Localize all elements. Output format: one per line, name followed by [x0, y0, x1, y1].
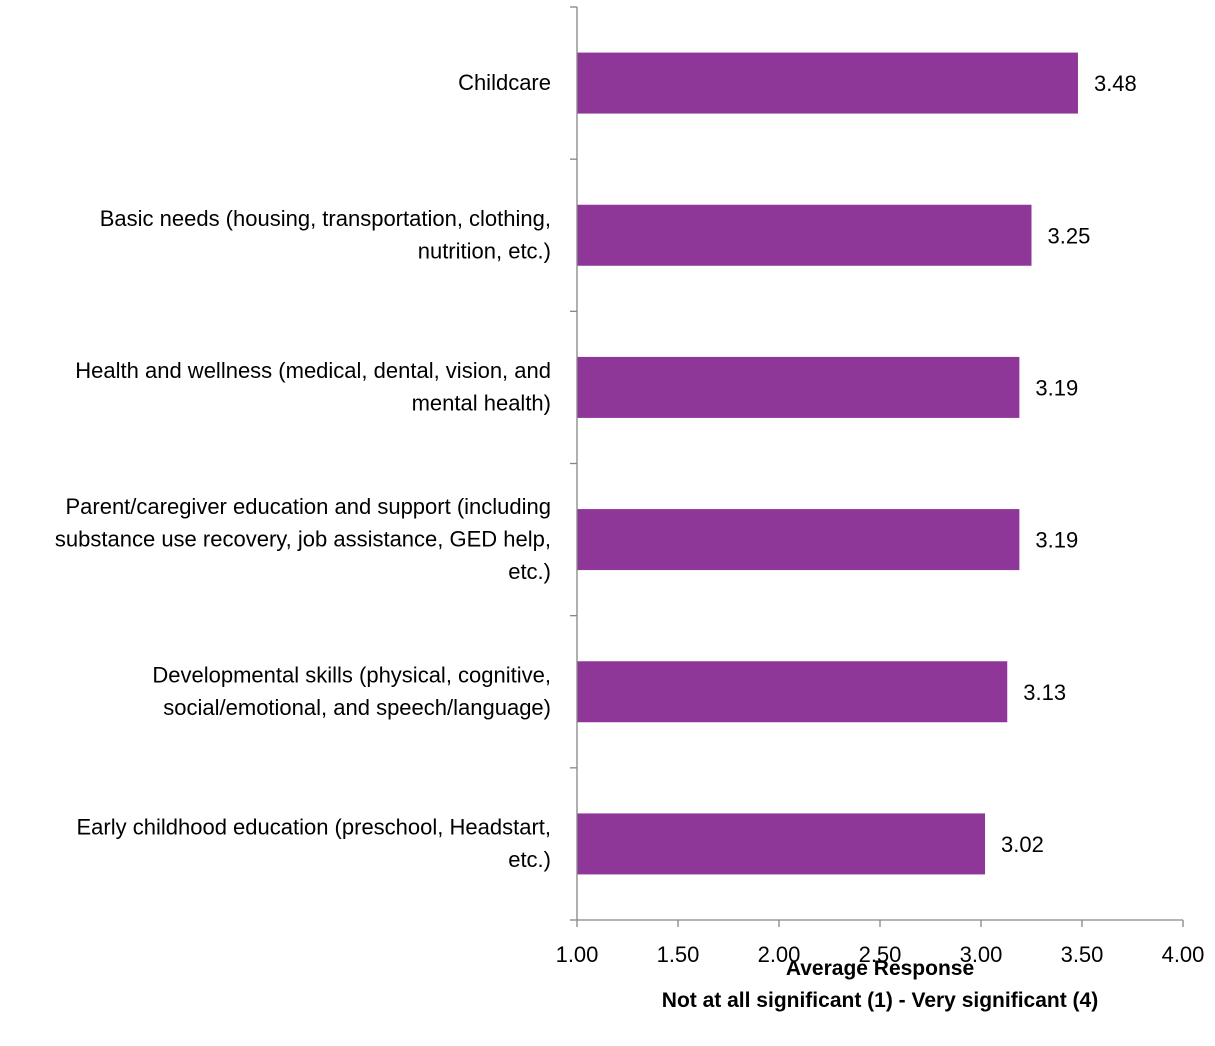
category-label: etc.) [508, 559, 551, 584]
category-label: Developmental skills (physical, cognitiv… [152, 663, 551, 688]
bar [577, 356, 1020, 418]
x-tick-label: 2.00 [758, 942, 801, 967]
category-label: Early childhood education (preschool, He… [77, 815, 552, 840]
data-label: 3.13 [1023, 680, 1066, 705]
x-tick-label: 3.50 [1061, 942, 1104, 967]
data-label: 3.19 [1035, 375, 1078, 400]
labels-layer: 1.00 1.50 2.00 2.50 3.00 3.50 4.00 3.48 Childcar… [55, 70, 1204, 967]
category-label: mental health) [412, 391, 551, 416]
bar [577, 204, 1032, 266]
category-label: social/emotional, and speech/language) [163, 695, 551, 720]
bar [577, 509, 1020, 571]
x-tick-label: 4.00 [1162, 942, 1205, 967]
data-label: 3.48 [1094, 71, 1137, 96]
category-label: etc.) [508, 847, 551, 872]
data-label: 3.19 [1035, 528, 1078, 553]
category-label: substance use recovery, job assistance, … [55, 527, 551, 552]
bar [577, 661, 1008, 723]
data-label: 3.02 [1001, 832, 1044, 857]
x-tick-label: 1.00 [556, 942, 599, 967]
category-label: Health and wellness (medical, dental, vi… [75, 358, 551, 383]
data-label: 3.25 [1048, 223, 1091, 248]
category-label: nutrition, etc.) [418, 239, 551, 264]
category-label: Basic needs (housing, transportation, cl… [100, 206, 551, 231]
axes-layer [570, 6, 1184, 927]
x-axis-subtitle: Not at all significant (1) - Very signif… [662, 989, 1098, 1012]
bar [577, 813, 986, 875]
x-tick-label: 3.00 [960, 942, 1003, 967]
x-tick-label: 2.50 [859, 942, 902, 967]
bars-layer [577, 52, 1078, 875]
bar [577, 52, 1078, 114]
x-axis-title: Average Response [786, 957, 974, 980]
x-tick-label: 1.50 [657, 942, 700, 967]
category-label: Childcare [458, 70, 551, 95]
category-label: Parent/caregiver education and support (… [65, 494, 551, 519]
